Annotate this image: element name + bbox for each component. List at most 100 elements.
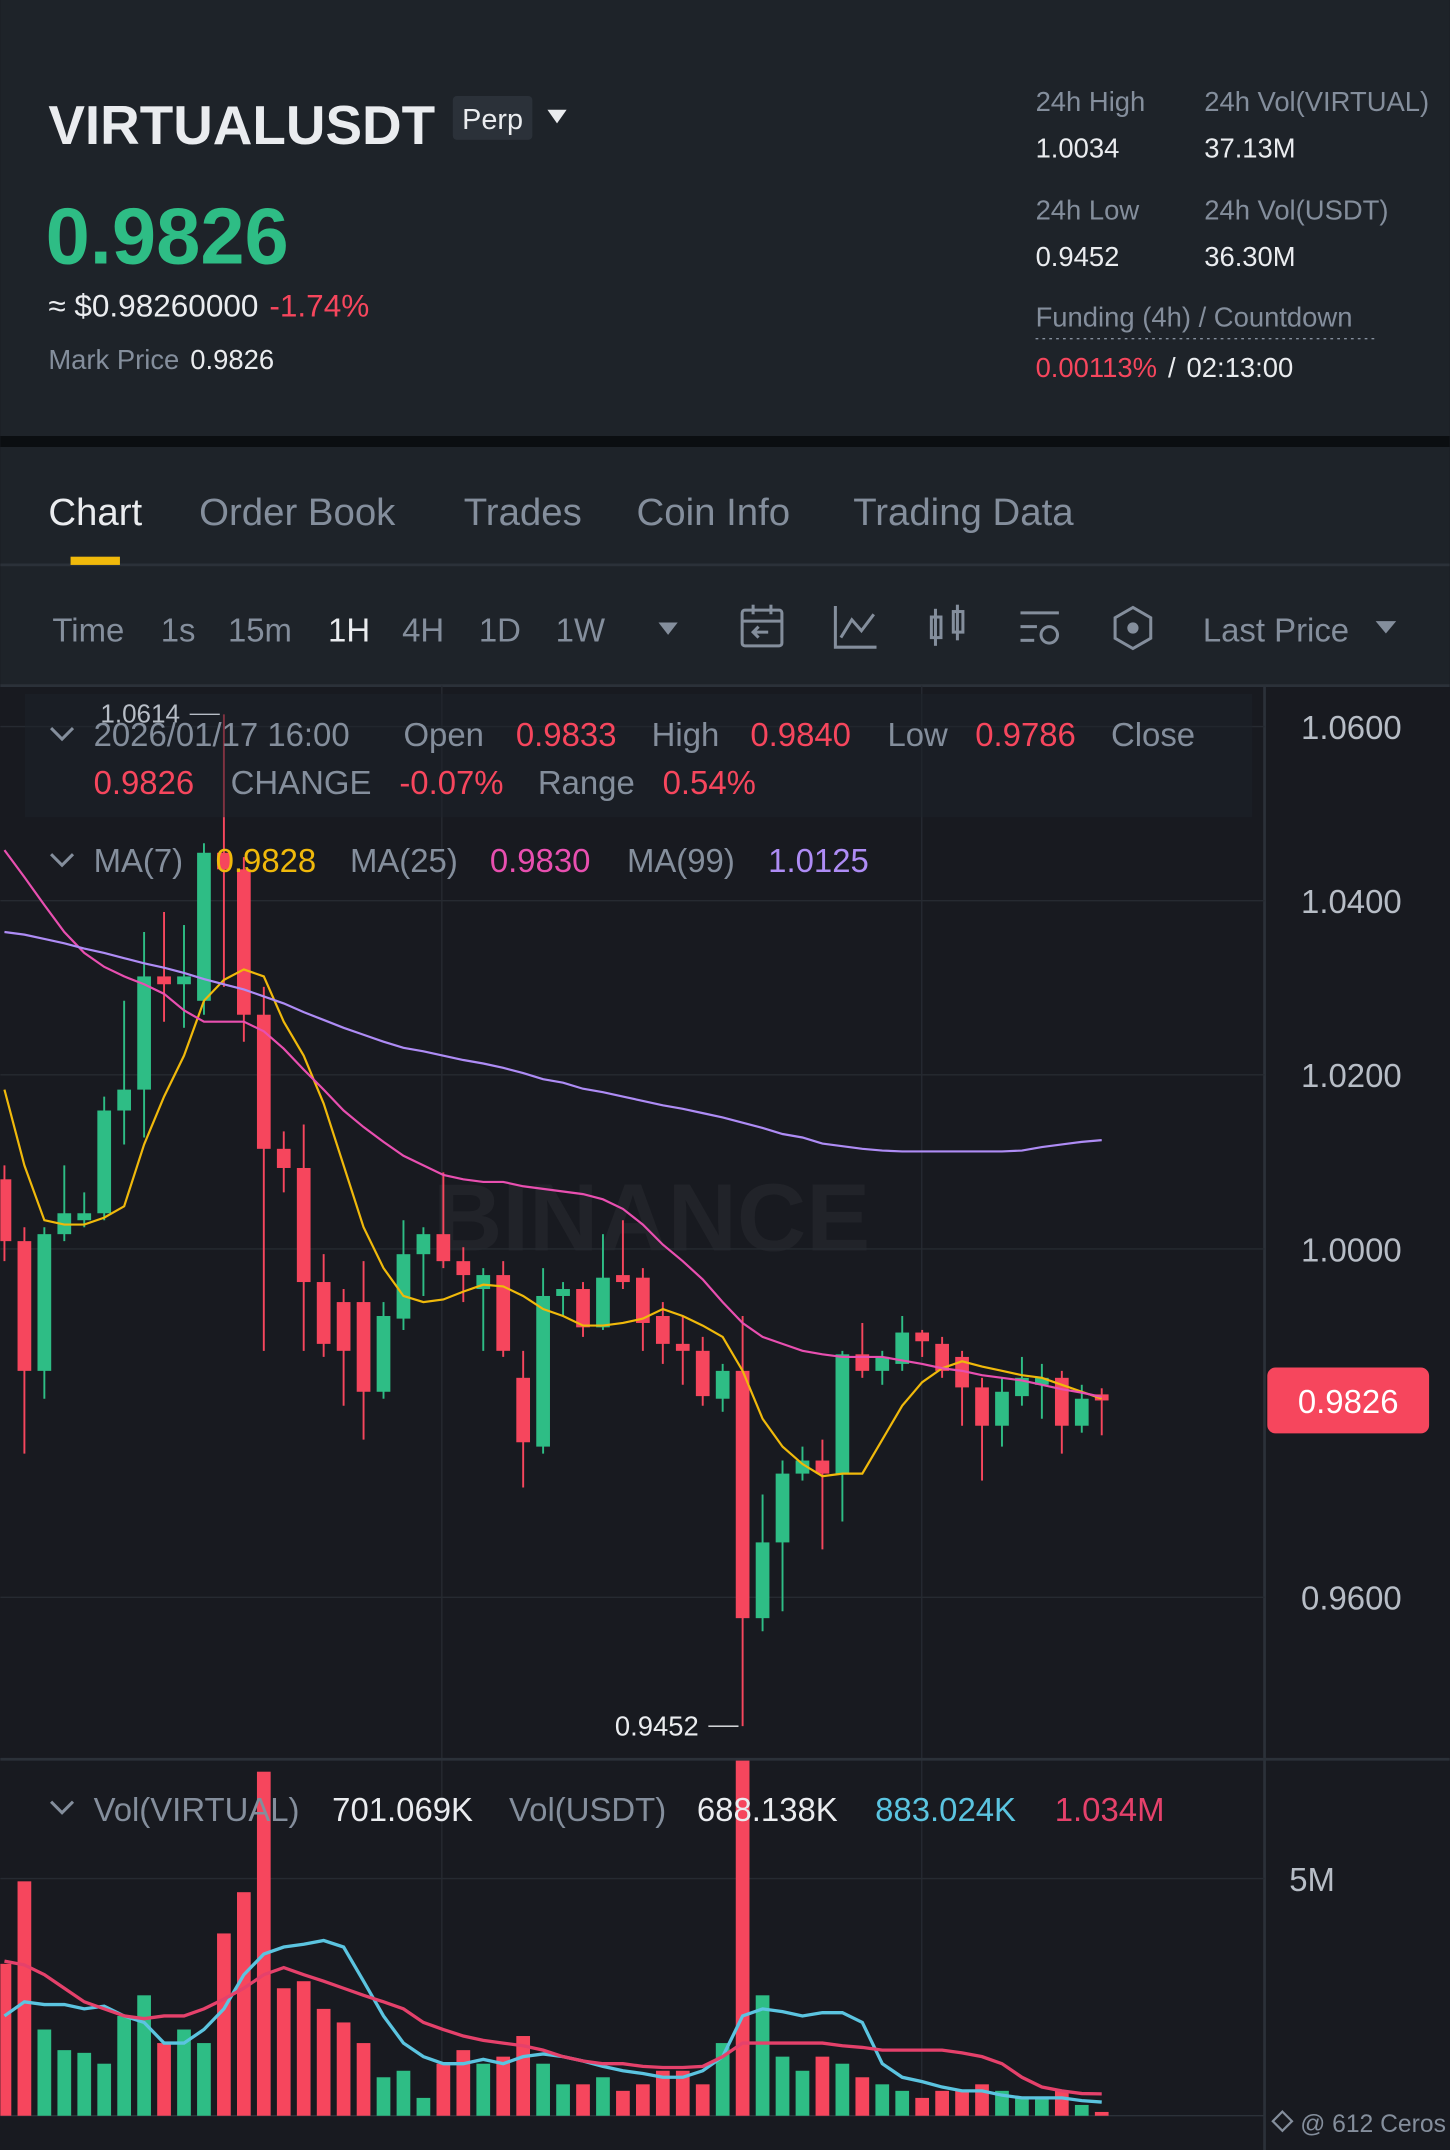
- candle-body: [655, 1316, 670, 1344]
- volume-bar: [217, 1933, 231, 2116]
- volume-bar: [815, 2056, 830, 2116]
- interval[interactable]: 1H: [328, 612, 370, 649]
- volume-bar: [316, 2008, 331, 2116]
- candle-body: [875, 1356, 890, 1371]
- footer-icon: [1271, 2110, 1294, 2133]
- chevron[interactable]: [50, 727, 75, 742]
- chevron[interactable]: [50, 853, 75, 868]
- candle-body: [157, 976, 171, 985]
- candle-body: [416, 1234, 431, 1255]
- volume-bar: [376, 2077, 391, 2116]
- candle-body: [715, 1370, 730, 1399]
- info-value: 0.9786: [975, 716, 1076, 753]
- indicator-icon[interactable]: [833, 606, 877, 649]
- candle-body: [556, 1289, 570, 1296]
- chevrons: [50, 727, 75, 1815]
- legend-value: 1.034M: [1055, 1791, 1165, 1828]
- badge-bg: [452, 95, 533, 140]
- volume-bar: [476, 2063, 491, 2116]
- candle-body: [735, 1370, 750, 1619]
- volume-ma-line: [4, 1959, 1102, 2096]
- stats: 24h High 1.0034 24h Vol(VIRTUAL) 37.13M 24h …: [1036, 86, 1430, 272]
- candle-body: [955, 1356, 969, 1388]
- interval[interactable]: 1D: [479, 612, 521, 649]
- info-label: High: [652, 716, 720, 753]
- symbol-dropdown[interactable]: [547, 109, 567, 124]
- candle-body: [596, 1277, 610, 1328]
- stat-value: 0.9452: [1036, 241, 1120, 272]
- volume-bar: [915, 2097, 930, 2116]
- volume-bar: [296, 1981, 311, 2116]
- volume-bar: [616, 2090, 630, 2116]
- watermark: BINANCE: [433, 1165, 870, 1272]
- candle-body: [1035, 1377, 1049, 1385]
- tab[interactable]: Chart: [48, 491, 142, 534]
- tab[interactable]: Coin Info: [637, 491, 791, 534]
- interval-dropdown[interactable]: [658, 622, 678, 635]
- candle-body: [396, 1254, 411, 1319]
- candle-body: [795, 1460, 810, 1474]
- legend-name: Vol(VIRTUAL): [94, 1791, 300, 1828]
- funding: 0.00113% / 02:13:00: [1036, 352, 1294, 383]
- volume-bar: [1015, 2097, 1029, 2116]
- candle-body: [376, 1316, 391, 1392]
- volume-bar: [576, 2084, 590, 2116]
- funding-separator: /: [1168, 352, 1176, 383]
- interval[interactable]: 1s: [161, 612, 196, 649]
- interval[interactable]: Time: [52, 612, 124, 649]
- volume-bar: [1035, 2097, 1049, 2116]
- y-tick-label: 0.9600: [1301, 1580, 1402, 1617]
- volume-bar: [17, 1881, 32, 2116]
- tab[interactable]: Trading Data: [853, 491, 1074, 534]
- interval[interactable]: 15m: [228, 612, 292, 649]
- stat-label: 24h Vol(USDT): [1204, 194, 1388, 225]
- info-value: 0.9840: [750, 716, 851, 753]
- symbol: VIRTUALUSDT: [48, 94, 435, 156]
- tab[interactable]: Trades: [464, 491, 582, 534]
- candle-body: [316, 1282, 331, 1344]
- candle-icon[interactable]: [929, 604, 965, 646]
- volume-bar: [356, 2043, 371, 2116]
- price-type-dropdown[interactable]: [1375, 621, 1397, 634]
- tab[interactable]: Order Book: [199, 491, 396, 534]
- stat-label: 24h Low: [1036, 194, 1140, 225]
- volume-bar: [97, 2063, 112, 2116]
- legend-value: 883.024K: [875, 1791, 1016, 1828]
- funding-rate: 0.00113%: [1036, 352, 1157, 383]
- volume-bar: [755, 1995, 770, 2116]
- divider: [0, 436, 1450, 448]
- tabs-bg: [0, 447, 1450, 686]
- min-label: 0.9452: [615, 1711, 699, 1742]
- price-pane: [0, 714, 1109, 1727]
- candle-body: [536, 1295, 550, 1447]
- interval[interactable]: 4H: [402, 612, 444, 649]
- candle-body: [496, 1275, 511, 1351]
- price-type[interactable]: Last Price: [1203, 612, 1349, 649]
- candle-body: [296, 1167, 311, 1283]
- footer: @ 612 Ceros: [1300, 2111, 1446, 2138]
- volume-bar: [256, 1771, 271, 2116]
- legend-value: 1.0125: [768, 842, 869, 879]
- volume-bar: [675, 2070, 690, 2116]
- chevron[interactable]: [50, 1800, 75, 1815]
- info-label: CHANGE: [231, 764, 372, 801]
- volume-bar: [596, 2077, 610, 2116]
- settings-icon[interactable]: [1020, 611, 1060, 645]
- layout-icon[interactable]: [1113, 605, 1153, 651]
- volume-bar: [336, 2022, 351, 2116]
- ma-line: [4, 930, 1102, 1153]
- candle-body: [436, 1234, 451, 1262]
- calendar-icon[interactable]: [740, 604, 784, 648]
- interval[interactable]: 1W: [556, 612, 605, 649]
- usd-price-value: ≈ $0.98260000: [48, 288, 258, 324]
- ma-line: [3, 968, 1103, 1478]
- info-value: -0.07%: [399, 764, 503, 801]
- candle-body: [456, 1261, 471, 1276]
- volume-bar: [735, 1760, 750, 2116]
- stat-value: 36.30M: [1204, 241, 1295, 272]
- volume-bar: [37, 2029, 52, 2116]
- info-value: 0.54%: [663, 764, 756, 801]
- legend-name: MA(99): [627, 842, 735, 879]
- stat-value: 1.0034: [1036, 133, 1120, 164]
